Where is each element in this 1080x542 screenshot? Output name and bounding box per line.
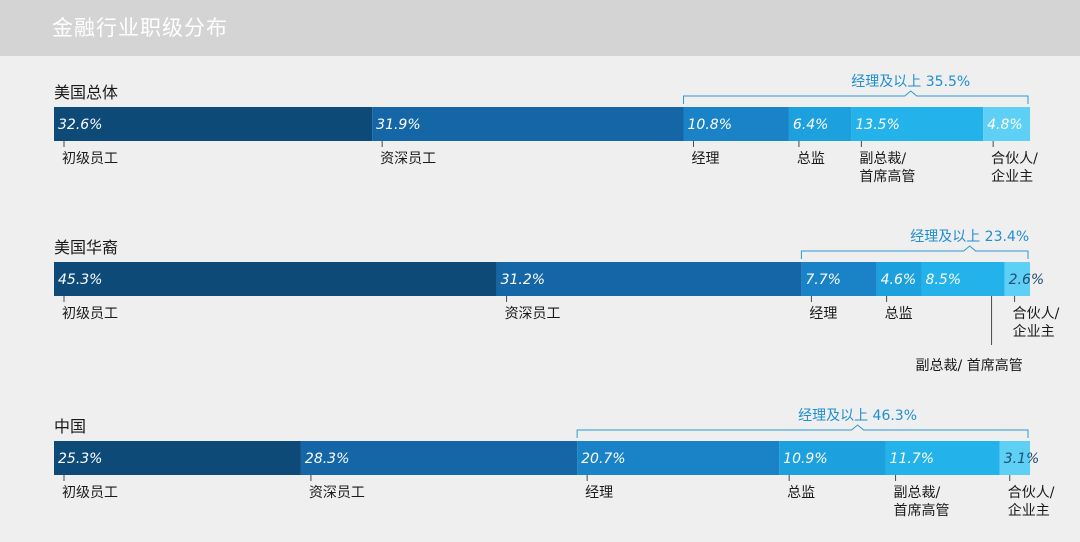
group-brace [683, 90, 1029, 104]
row-title: 中国 [54, 417, 86, 436]
data-label: 31.9% [376, 117, 420, 133]
category-label: 资深员工 [380, 151, 436, 167]
data-label: 45.3% [58, 272, 102, 288]
bar-segment [983, 107, 1030, 141]
data-label: 4.8% [987, 117, 1023, 133]
header-bar: 金融行业职级分布 [0, 0, 1080, 56]
row-title: 美国总体 [54, 83, 118, 102]
data-label: 25.3% [58, 451, 102, 467]
bar-segment [577, 441, 780, 475]
category-label: 副总裁/ [859, 151, 906, 167]
category-label: 资深员工 [309, 485, 365, 501]
bar-row: 美国总体 32.6% 31.9% 10.8% 6.4% 13.5% 4.8% 初级员工 资深员工… [54, 74, 1038, 185]
bar-segment [372, 107, 684, 141]
category-label: 初级员工 [62, 484, 118, 501]
data-label: 31.2% [501, 272, 545, 288]
category-label: 合伙人/ [1013, 306, 1060, 322]
bar-segment [683, 107, 789, 141]
category-label: 副总裁/ [894, 485, 941, 501]
data-label: 3.1% [1004, 451, 1040, 467]
category-label: 初级员工 [62, 305, 118, 322]
data-label: 20.7% [581, 451, 625, 467]
category-label: 总监 [885, 306, 913, 322]
category-label: 合伙人/ [991, 151, 1038, 167]
bar-segment [999, 441, 1030, 475]
bar-segment [851, 107, 984, 141]
category-label: 企业主 [1008, 502, 1050, 519]
data-label: 6.4% [793, 117, 829, 133]
category-label: 首席高管 [894, 502, 950, 519]
row-title: 美国华裔 [54, 238, 118, 257]
category-label: 经理 [692, 151, 720, 167]
data-label: 13.5% [855, 117, 899, 133]
category-label: 初级员工 [62, 150, 118, 167]
data-label: 10.9% [783, 451, 827, 467]
page-title: 金融行业职级分布 [52, 16, 228, 40]
bar-segment [779, 441, 886, 475]
data-label: 28.3% [305, 451, 349, 467]
bar-segment [788, 107, 852, 141]
bar-segment [1004, 262, 1030, 296]
category-label: 总监 [787, 485, 815, 501]
group-brace [576, 424, 1029, 438]
bar-segment [876, 262, 922, 296]
category-label: 首席高管 [859, 168, 915, 185]
data-label: 7.7% [805, 272, 841, 288]
bar-segment [54, 262, 497, 296]
data-label: 32.6% [58, 117, 102, 133]
category-label: 经理 [809, 306, 837, 322]
category-label: 经理 [585, 485, 613, 501]
bar-segment [496, 262, 802, 296]
bar-segment [300, 441, 578, 475]
brace-label: 经理及以上 35.5% [851, 74, 970, 90]
bar-segment [54, 441, 301, 475]
brace-label: 经理及以上 23.4% [910, 229, 1029, 245]
brace-label: 经理及以上 46.3% [798, 408, 917, 424]
data-label: 10.8% [688, 117, 732, 133]
data-label: 11.7% [890, 451, 934, 467]
bar-segment [801, 262, 877, 296]
data-label: 8.5% [926, 272, 962, 288]
bar-segment [885, 441, 1000, 475]
category-label: 资深员工 [505, 306, 561, 322]
data-label: 2.6% [1009, 272, 1045, 288]
category-label: 企业主 [1013, 323, 1055, 340]
category-label: 总监 [797, 151, 825, 167]
bar-row: 美国华裔 45.3% 31.2% 7.7% 4.6% 8.5% 2.6% 初级员工 资深员工 经理… [54, 229, 1060, 374]
bar-row: 中国 25.3% 28.3% 20.7% 10.9% 11.7% 3.1% 初级员工 资深员工 经… [54, 408, 1055, 519]
data-label: 4.6% [881, 272, 917, 288]
group-brace [800, 245, 1029, 259]
bar-segment [921, 262, 1005, 296]
category-label: 合伙人/ [1008, 485, 1055, 501]
category-label: 副总裁/ 首席高管 [916, 357, 1023, 374]
category-label: 企业主 [991, 168, 1033, 185]
bar-segment [54, 107, 373, 141]
